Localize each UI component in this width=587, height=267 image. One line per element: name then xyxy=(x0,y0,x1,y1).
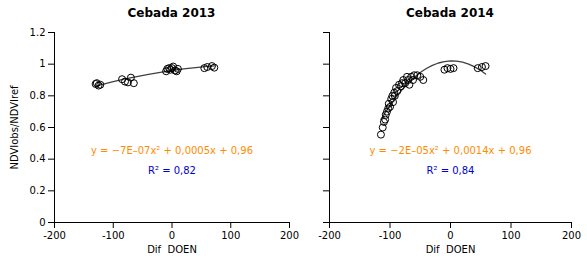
svg-text:-100: -100 xyxy=(379,230,402,241)
svg-text:1.2: 1.2 xyxy=(30,27,46,38)
svg-text:0: 0 xyxy=(447,230,453,241)
svg-text:200: 200 xyxy=(562,230,581,241)
svg-text:0.8: 0.8 xyxy=(30,90,46,101)
svg-text:-200: -200 xyxy=(43,230,66,241)
svg-text:y = −2E–05x² + 0,0014x + 0,96: y = −2E–05x² + 0,0014x + 0,96 xyxy=(369,145,531,156)
svg-text:Dif DOEN: Dif DOEN xyxy=(426,244,476,255)
svg-text:0: 0 xyxy=(39,217,45,228)
svg-text:Dif DOEN: Dif DOEN xyxy=(147,244,197,255)
svg-text:1: 1 xyxy=(39,58,45,69)
svg-text:0: 0 xyxy=(169,230,175,241)
svg-text:R² = 0,84: R² = 0,84 xyxy=(427,165,475,176)
svg-text:NDVIobs/NDVIref: NDVIobs/NDVIref xyxy=(9,85,20,170)
html-text:Cebada 2014: Cebada 2014 xyxy=(406,6,494,20)
svg-text:-100: -100 xyxy=(102,230,125,241)
svg-text:-200: -200 xyxy=(318,230,341,241)
svg-text:0.4: 0.4 xyxy=(30,153,46,164)
svg-text:100: 100 xyxy=(501,230,520,241)
svg-text:0.6: 0.6 xyxy=(30,122,46,133)
svg-text:200: 200 xyxy=(280,230,299,241)
svg-text:100: 100 xyxy=(221,230,240,241)
svg-text:R² = 0,82: R² = 0,82 xyxy=(148,165,196,176)
svg-text:0.2: 0.2 xyxy=(30,185,46,196)
html-text:Cebada 2013: Cebada 2013 xyxy=(127,6,216,20)
svg-text:y = −7E–07x² + 0,0005x + 0,96: y = −7E–07x² + 0,0005x + 0,96 xyxy=(91,145,253,156)
